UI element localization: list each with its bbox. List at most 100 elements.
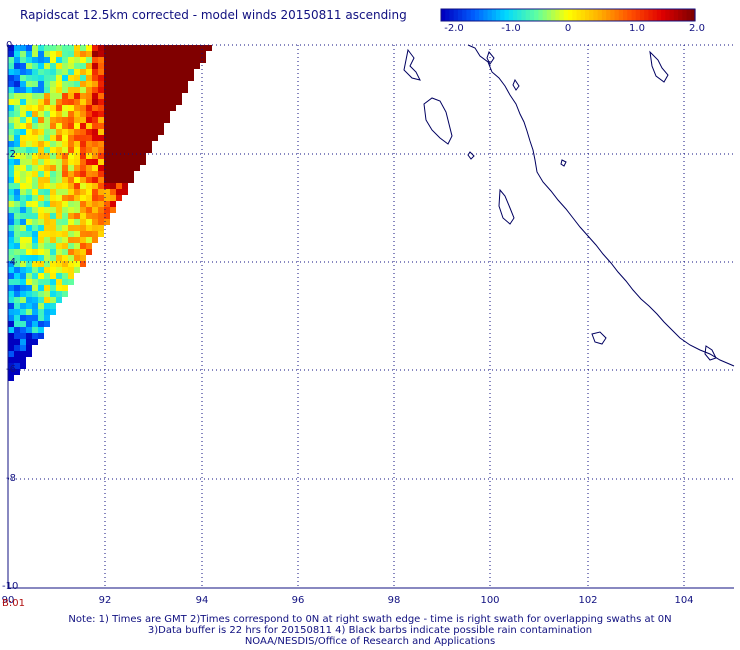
swath-cell <box>32 81 38 87</box>
swath-cell <box>152 51 158 57</box>
swath-cell <box>194 57 200 63</box>
swath-cell <box>116 105 122 111</box>
swath-cell <box>68 183 74 189</box>
swath-cell <box>170 87 176 93</box>
swath-cell <box>32 249 38 255</box>
swath-cell <box>32 141 38 147</box>
swath-cell <box>62 177 68 183</box>
colorbar-frame <box>440 8 696 22</box>
swath-cell <box>26 315 32 321</box>
y-tick-label: -4 <box>6 257 16 268</box>
colorbar-segment <box>678 9 683 21</box>
swath-cell <box>56 237 62 243</box>
swath-cell <box>104 141 110 147</box>
swath-cell <box>20 147 26 153</box>
swath-cell <box>110 171 116 177</box>
swath-cell <box>86 237 92 243</box>
swath-cell <box>170 63 176 69</box>
swath-cell <box>50 63 56 69</box>
colorbar-segment <box>584 9 590 21</box>
swath-cell <box>8 255 14 261</box>
swath-cell <box>56 225 62 231</box>
swath-cell <box>140 93 146 99</box>
swath-cell <box>38 309 44 315</box>
coastline-island <box>560 159 567 167</box>
swath-cell <box>20 57 26 63</box>
colorbar-segment <box>538 9 544 21</box>
swath-cell <box>20 345 26 351</box>
swath-cell <box>176 93 182 99</box>
swath-cell <box>74 105 80 111</box>
swath-cell <box>44 297 50 303</box>
coastline-island <box>423 97 453 145</box>
swath-cell <box>128 105 134 111</box>
x-tick-label: 98 <box>388 595 401 606</box>
swath-cell <box>104 69 110 75</box>
swath-cell <box>188 63 194 69</box>
swath-cell <box>62 267 68 273</box>
swath-cell <box>26 231 32 237</box>
swath-cell <box>140 99 146 105</box>
swath-cell <box>44 249 50 255</box>
swath-cell <box>56 291 62 297</box>
footer-notes: Note: 1) Times are GMT 2)Times correspon… <box>0 614 740 647</box>
swath-cell <box>68 201 74 207</box>
swath-cell <box>44 213 50 219</box>
swath-cell <box>92 123 98 129</box>
swath-cell <box>26 75 32 81</box>
swath-cell <box>14 63 20 69</box>
swath-cell <box>56 99 62 105</box>
swath-cell <box>44 171 50 177</box>
swath-cell <box>158 123 164 129</box>
swath-cell <box>14 159 20 165</box>
swath-cell <box>92 81 98 87</box>
colorbar-segment <box>559 9 565 21</box>
swath-cell <box>14 279 20 285</box>
swath-cell <box>86 123 92 129</box>
swath-cell <box>80 171 86 177</box>
swath-cell <box>122 117 128 123</box>
swath-cell <box>8 357 14 363</box>
swath-cell <box>8 63 14 69</box>
colorbar-segment <box>656 9 662 21</box>
swath-cell <box>56 213 62 219</box>
swath-cell <box>50 75 56 81</box>
swath-cell <box>176 45 182 51</box>
swath-cell <box>8 207 14 213</box>
swath-cell <box>116 159 122 165</box>
swath-cell <box>140 153 146 159</box>
swath-cell <box>98 75 104 81</box>
swath-cell <box>20 183 26 189</box>
coastline-island <box>512 78 520 91</box>
swath-cell <box>92 63 98 69</box>
swath-cell <box>104 105 110 111</box>
swath-cell <box>158 99 164 105</box>
swath-cell <box>152 111 158 117</box>
swath-cell <box>110 141 116 147</box>
swath-cell <box>14 105 20 111</box>
swath-cell <box>26 195 32 201</box>
swath-cell <box>8 141 14 147</box>
swath-cell <box>68 171 74 177</box>
swath-cell <box>8 111 14 117</box>
swath-cell <box>164 57 170 63</box>
swath-cell <box>62 291 68 297</box>
swath-cell <box>128 147 134 153</box>
swath-cell <box>116 57 122 63</box>
swath-cell <box>20 159 26 165</box>
swath-cell <box>62 171 68 177</box>
swath-cell <box>50 231 56 237</box>
swath-cell <box>170 81 176 87</box>
swath-cell <box>86 201 92 207</box>
swath-cell <box>8 51 14 57</box>
swath-cell <box>44 303 50 309</box>
swath-cell <box>32 189 38 195</box>
swath-cell <box>56 135 62 141</box>
swath-cell <box>8 363 14 369</box>
swath-cell <box>104 171 110 177</box>
swath-cell <box>50 117 56 123</box>
swath-cell <box>122 111 128 117</box>
swath-cell <box>14 195 20 201</box>
swath-cell <box>146 69 152 75</box>
swath-cell <box>62 93 68 99</box>
